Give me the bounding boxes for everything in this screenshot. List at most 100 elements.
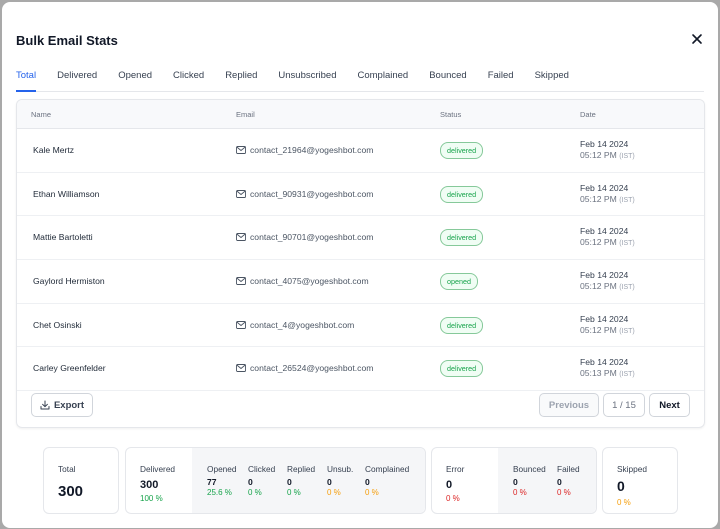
stat-delivered-label: Delivered (140, 464, 176, 474)
stat-error-label: Error (446, 464, 465, 474)
time-text: 05:12 PM (580, 193, 617, 204)
email-text: contact_21964@yogeshbot.com (250, 145, 374, 155)
stat-error-value: 0 (446, 479, 453, 491)
stat-error-pct: 0 % (446, 494, 460, 503)
mail-icon (236, 320, 246, 329)
header-email: Email (236, 110, 255, 119)
status-badge: opened (440, 273, 478, 291)
stat-clicked-label: Clicked (248, 464, 276, 474)
status-badge: delivered (440, 229, 484, 247)
previous-button[interactable]: Previous (539, 393, 599, 417)
tab-total[interactable]: Total (16, 70, 37, 92)
recipient-email: contact_4075@yogeshbot.com (236, 276, 369, 286)
stat-failed-label: Failed (557, 464, 580, 474)
recipient-name: Chet Osinski (33, 319, 82, 330)
email-text: contact_4@yogeshbot.com (250, 319, 355, 330)
date-text: Feb 14 2024 (580, 182, 629, 193)
table-row: Carley Greenfelder contact_26524@yogeshb… (17, 347, 704, 392)
recipient-name: Mattie Bartoletti (33, 232, 93, 243)
stat-opened-label: Opened (207, 464, 237, 474)
header-name: Name (31, 110, 52, 119)
sent-date: Feb 14 2024 05:12 PM (IST) (580, 314, 635, 337)
status-tabs: Total Delivered Opened Clicked Replied U… (16, 70, 704, 92)
stat-complained-value: 0 (365, 477, 370, 487)
recipient-email: contact_26524@yogeshbot.com (236, 363, 373, 373)
status-badge: delivered (440, 316, 484, 334)
status-badge: delivered (440, 185, 484, 203)
email-text: contact_90931@yogeshbot.com (250, 188, 374, 199)
mail-icon (236, 364, 246, 373)
stat-complained-pct: 0 % (365, 488, 379, 497)
stat-opened-pct: 25.6 % (207, 488, 232, 497)
status-badge: delivered (440, 142, 484, 159)
export-button[interactable]: Export (31, 393, 93, 417)
table-row: Ethan Williamson contact_90931@yogeshbot… (17, 173, 704, 217)
stat-clicked-value: 0 (248, 477, 253, 487)
stat-failed-value: 0 (557, 477, 562, 487)
timezone-text: (IST) (619, 327, 635, 335)
stat-skipped-value: 0 (617, 478, 625, 494)
next-button[interactable]: Next (649, 393, 690, 417)
sent-date: Feb 14 2024 05:13 PM (IST) (580, 357, 635, 380)
recipient-email: contact_90931@yogeshbot.com (236, 189, 373, 199)
mail-icon (236, 146, 246, 154)
stat-total-value: 300 (58, 483, 84, 500)
tab-failed[interactable]: Failed (487, 70, 514, 81)
status-badge: delivered (440, 360, 484, 378)
mail-icon (236, 189, 246, 198)
stat-delivered-pct: 100 % (140, 494, 163, 503)
tab-skipped[interactable]: Skipped (534, 70, 569, 81)
time-text: 05:12 PM (580, 281, 617, 292)
stat-clicked-pct: 0 % (248, 488, 262, 497)
date-text: Feb 14 2024 (580, 139, 629, 149)
sent-date: Feb 14 2024 05:12 PM (IST) (580, 226, 635, 249)
recipient-name: Kale Mertz (33, 145, 75, 155)
tab-opened[interactable]: Opened (118, 70, 153, 81)
timezone-text: (IST) (619, 153, 635, 160)
time-text: 05:12 PM (580, 150, 617, 160)
timezone-text: (IST) (619, 284, 635, 292)
stat-skipped-pct: 0 % (617, 498, 631, 507)
stat-replied-value: 0 (287, 477, 292, 487)
recipients-table: Name Email Status Date Kale Mertz contac… (16, 99, 705, 428)
stat-opened-value: 77 (207, 477, 217, 487)
tab-delivered[interactable]: Delivered (57, 70, 98, 81)
recipient-email: contact_90701@yogeshbot.com (236, 232, 373, 242)
sent-date: Feb 14 2024 05:12 PM (IST) (580, 270, 635, 293)
tab-complained[interactable]: Complained (357, 70, 409, 81)
tab-bounced[interactable]: Bounced (429, 70, 467, 81)
stat-card-error-group: Error 0 0 % Bounced 0 0 % Failed 0 0 % (431, 447, 597, 514)
timezone-text: (IST) (619, 371, 635, 379)
table-header: Name Email Status Date (17, 100, 704, 129)
stat-complained-label: Complained (365, 464, 410, 474)
email-text: contact_26524@yogeshbot.com (250, 363, 374, 374)
close-icon[interactable] (690, 32, 704, 46)
tab-replied[interactable]: Replied (225, 70, 258, 81)
recipient-name: Carley Greenfelder (33, 363, 106, 374)
stat-bounced-value: 0 (513, 477, 518, 487)
date-text: Feb 14 2024 (580, 357, 629, 368)
email-text: contact_90701@yogeshbot.com (250, 232, 374, 243)
table-row: Kale Mertz contact_21964@yogeshbot.com d… (17, 129, 704, 173)
recipient-name: Ethan Williamson (33, 188, 100, 199)
mail-icon (236, 277, 246, 286)
date-text: Feb 14 2024 (580, 270, 629, 281)
stat-unsub-value: 0 (327, 477, 332, 487)
stat-bounced-label: Bounced (513, 464, 546, 474)
table-row: Gaylord Hermiston contact_4075@yogeshbot… (17, 260, 704, 304)
mail-icon (236, 233, 246, 242)
recipient-name: Gaylord Hermiston (33, 276, 105, 287)
timezone-text: (IST) (619, 196, 635, 204)
recipient-email: contact_4@yogeshbot.com (236, 320, 354, 330)
stat-bounced-pct: 0 % (513, 488, 527, 497)
tab-unsubscribed[interactable]: Unsubscribed (278, 70, 337, 81)
sent-date: Feb 14 2024 05:12 PM (IST) (580, 183, 635, 206)
table-row: Mattie Bartoletti contact_90701@yogeshbo… (17, 216, 704, 261)
email-text: contact_4075@yogeshbot.com (250, 276, 369, 287)
tab-clicked[interactable]: Clicked (173, 70, 205, 81)
stat-unsub-pct: 0 % (327, 488, 341, 497)
stat-total-label: Total (58, 464, 76, 474)
stat-card-skipped: Skipped 0 0 % (602, 447, 678, 514)
stat-replied-label: Replied (287, 464, 316, 474)
